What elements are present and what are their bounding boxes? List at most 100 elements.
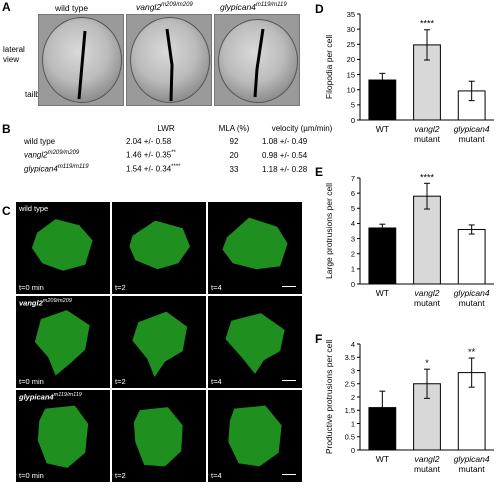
table-cell-mla: 92 (229, 136, 239, 146)
cell-image-tile: t=4 (208, 202, 302, 294)
table-cell-mla: 20 (229, 150, 239, 160)
x-category-label: vangl2 (414, 288, 439, 298)
genotype-name: vangl2 (136, 2, 162, 12)
cell-membrane-fluorescence (222, 217, 288, 270)
genotype-allele: m119/m119 (255, 2, 287, 9)
cell-image-tile: vangl2m209/m209 t=0 min (16, 296, 110, 388)
cell-image-tile: t=2 (112, 202, 206, 294)
panel-f-letter: F (315, 332, 323, 346)
timepoint-label: t=0 min (19, 377, 44, 386)
panel-d-letter: D (315, 2, 324, 16)
y-tick-label: 3 (351, 366, 355, 375)
panel-a-genotype-vangl2: vangl2m209/m209 (136, 2, 193, 12)
table-row: glypican4m119/m119 1.54 +/- 0.34**** 33 … (22, 162, 344, 176)
timepoint-label: t=2 (115, 471, 126, 480)
y-tick-label: 15 (347, 70, 355, 79)
table-cell-genotype: vangl2m209/m209 (24, 150, 80, 160)
x-category-label: WT (376, 124, 389, 134)
y-tick-label: 35 (347, 10, 355, 19)
table-header-lwr: LWR (157, 123, 175, 133)
cell-image-tile: t=4 (208, 390, 302, 482)
genotype-allele: m209/m209 (42, 298, 72, 304)
y-tick-label: 0.5 (345, 433, 355, 442)
y-tick-label: 6 (351, 189, 355, 198)
x-category-label: glypican4 (454, 454, 490, 464)
cell-image-tile: glypican4m119/m119 t=0 min (16, 390, 110, 482)
y-axis-label: Large protrusions per cell (324, 183, 334, 279)
productive-protrusions-bar-chart: 0 0.5 1 1.5 2 2.5 3 3.5 4 Productive protrusions … (324, 340, 494, 474)
significance-marker: **** (420, 19, 435, 29)
y-tick-label: 25 (347, 40, 355, 49)
y-tick-label: 0 (351, 116, 355, 125)
genotype-allele: m209/m209 (161, 2, 193, 9)
genotype-name: glypican4 (220, 2, 256, 12)
x-category-label: mutant (414, 134, 441, 144)
panel-b-letter: B (2, 122, 11, 136)
cell-membrane-fluorescence (228, 405, 282, 467)
significance-marker: ** (171, 150, 176, 157)
table-row: vangl2m209/m209 1.46 +/- 0.35** 20 0.98 … (22, 148, 344, 162)
x-category-label: glypican4 (454, 288, 490, 298)
timepoint-label: t=4 (211, 377, 222, 386)
cell-membrane-fluorescence (225, 313, 285, 374)
y-tick-label: 0 (351, 446, 355, 455)
y-tick-label: 3 (351, 234, 355, 243)
y-tick-label: 7 (351, 174, 355, 183)
x-category-label: vangl2 (414, 454, 439, 464)
tailbud-label: tailbud (25, 90, 49, 99)
embryo-image-glypican4 (214, 14, 300, 106)
y-tick-label: 1.5 (345, 406, 355, 415)
timepoint-label: t=0 min (19, 283, 44, 292)
table-header-row: LWR MLA (%) velocity (µm/min) (22, 122, 344, 134)
x-category-label: mutant (459, 134, 486, 144)
timepoint-label: t=4 (211, 283, 222, 292)
table-cell-velocity: 0.98 +/- 0.54 (262, 150, 308, 160)
cell-membrane-fluorescence (31, 219, 93, 271)
y-tick-label: 5 (351, 204, 355, 213)
significance-marker: * (425, 358, 429, 368)
table-cell-velocity: 1.08 +/- 0.49 (262, 136, 308, 146)
panel-e-letter: E (315, 165, 324, 179)
cell-membrane-fluorescence (132, 311, 188, 377)
panel-c-letter: C (2, 204, 11, 218)
embryo-image-wildtype (38, 14, 124, 106)
x-category-label: WT (376, 288, 389, 298)
cell-membrane-fluorescence (34, 310, 90, 376)
genotype-allele: m119/m119 (53, 392, 82, 398)
x-category-label: mutant (414, 464, 441, 474)
scale-bar (282, 285, 296, 287)
large-protrusions-bar-chart: 0 1 2 3 4 5 6 7 Large protrusions per cell WT ****… (324, 172, 494, 308)
y-axis-label: Filopodia per cell (324, 35, 334, 99)
table-cell-genotype: glypican4m119/m119 (24, 164, 89, 174)
x-category-label: mutant (414, 298, 441, 308)
genotype-name: vangl2 (19, 298, 43, 308)
cell-image-tile: t=2 (112, 390, 206, 482)
filopodia-bar-chart: 0 5 10 15 20 25 30 35 Filopodia per cell WT **** va… (324, 10, 494, 144)
table-cell-velocity: 1.18 +/- 0.28 (262, 164, 308, 174)
panel-a-genotype-wt: wild type (55, 3, 88, 13)
panel-a-genotype-glypican4: glypican4m119/m119 (220, 2, 287, 12)
y-tick-label: 4 (351, 340, 355, 349)
cell-image-tile: t=2 (112, 296, 206, 388)
x-category-label: mutant (459, 298, 486, 308)
x-category-label: WT (376, 454, 389, 464)
bar (368, 227, 397, 285)
timelapse-genotype-label: vangl2m209/m209 (19, 298, 72, 308)
y-tick-label: 1 (351, 265, 355, 274)
table-cell-mla: 33 (229, 164, 239, 174)
y-tick-label: 4 (351, 219, 355, 228)
x-category-label: glypican4 (454, 124, 490, 134)
timepoint-label: t=2 (115, 377, 126, 386)
table-header-velocity: velocity (µm/min) (271, 123, 333, 133)
morphometrics-table: LWR MLA (%) velocity (µm/min) wild type … (22, 122, 344, 176)
significance-marker: **** (420, 172, 435, 182)
table-cell-lwr: 1.54 +/- 0.34**** (126, 164, 181, 174)
y-tick-label: 20 (347, 55, 355, 64)
timelapse-genotype-label: wild type (19, 204, 48, 213)
table-row: wild type 2.04 +/- 0.58 92 1.08 +/- 0.49 (22, 134, 344, 148)
y-tick-label: 0 (351, 280, 355, 289)
cell-image-tile: wild type t=0 min (16, 202, 110, 294)
significance-marker: **** (171, 164, 181, 171)
genotype-name: wild type (55, 3, 89, 13)
bar (457, 228, 486, 285)
